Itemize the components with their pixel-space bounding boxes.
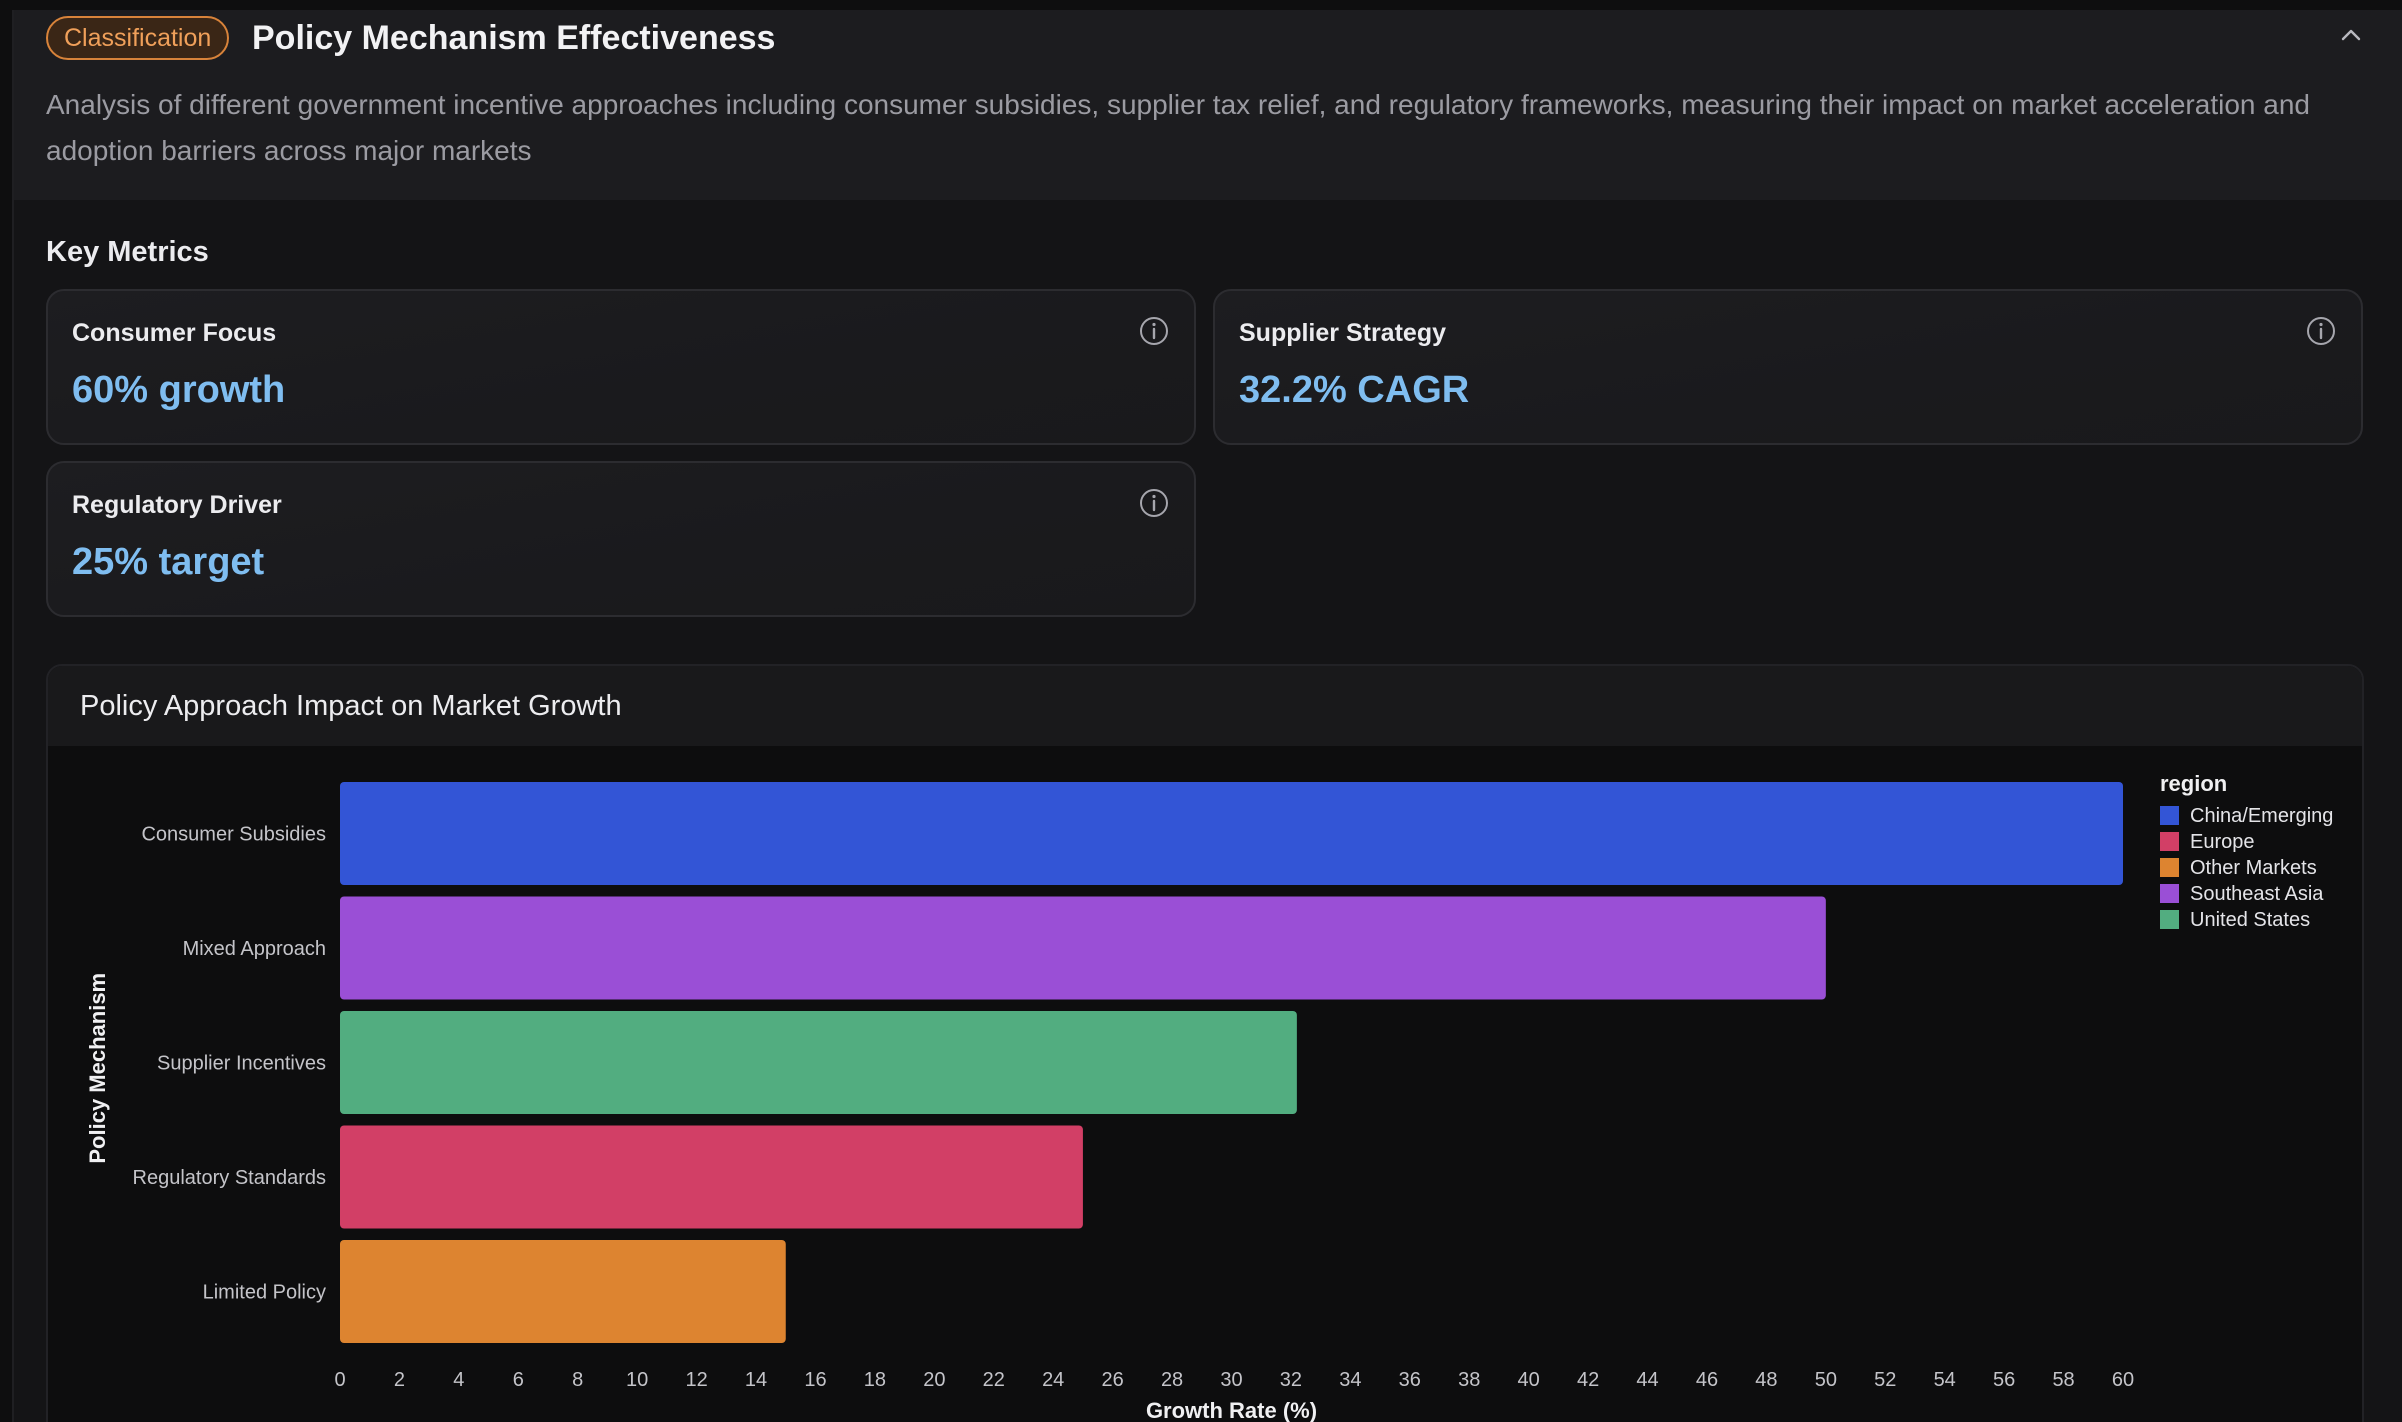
bar-limited-policy <box>340 1240 786 1343</box>
x-tick-label: 38 <box>1458 1369 1480 1391</box>
legend-swatch <box>2160 884 2179 903</box>
x-tick-label: 60 <box>2112 1369 2134 1391</box>
x-tick-label: 34 <box>1339 1369 1361 1391</box>
x-tick-label: 50 <box>1815 1369 1837 1391</box>
metric-card-regulatory-driver: Regulatory Driver 25% target <box>46 461 1196 617</box>
collapse-chevron-up-icon[interactable] <box>2338 22 2364 48</box>
info-icon[interactable] <box>2305 315 2337 347</box>
policy-mechanism-panel: Classification Policy Mechanism Effectiv… <box>12 10 2402 1422</box>
x-tick-label: 6 <box>513 1369 524 1391</box>
chart-title: Policy Approach Impact on Market Growth <box>80 690 622 722</box>
x-tick-label: 16 <box>804 1369 826 1391</box>
bar-supplier-incentives <box>340 1011 1297 1114</box>
x-tick-label: 18 <box>864 1369 886 1391</box>
x-tick-label: 32 <box>1280 1369 1302 1391</box>
info-icon[interactable] <box>1138 487 1170 519</box>
x-tick-label: 28 <box>1161 1369 1183 1391</box>
panel-header: Classification Policy Mechanism Effectiv… <box>14 10 2402 200</box>
x-tick-label: 12 <box>685 1369 707 1391</box>
x-tick-label: 26 <box>1102 1369 1124 1391</box>
y-tick-label: Supplier Incentives <box>157 1053 326 1075</box>
legend-title: region <box>2160 771 2227 796</box>
classification-badge: Classification <box>46 16 230 60</box>
info-icon[interactable] <box>1138 315 1170 347</box>
legend-item: United States <box>2190 909 2310 931</box>
legend-item: Southeast Asia <box>2190 883 2324 905</box>
x-tick-label: 20 <box>923 1369 945 1391</box>
legend-item: China/Emerging <box>2190 805 2333 827</box>
legend-swatch <box>2160 832 2179 851</box>
x-tick-label: 22 <box>983 1369 1005 1391</box>
x-tick-label: 40 <box>1518 1369 1540 1391</box>
panel-title: Policy Mechanism Effectiveness <box>252 19 776 57</box>
metric-card-consumer-focus: Consumer Focus 60% growth <box>46 289 1196 445</box>
x-tick-label: 2 <box>394 1369 405 1391</box>
x-tick-label: 8 <box>572 1369 583 1391</box>
x-tick-label: 54 <box>1934 1369 1956 1391</box>
x-tick-label: 24 <box>1042 1369 1064 1391</box>
y-tick-label: Consumer Subsidies <box>141 824 326 846</box>
y-tick-label: Regulatory Standards <box>133 1167 326 1189</box>
x-tick-label: 0 <box>334 1369 345 1391</box>
y-axis-label: Policy Mechanism <box>85 973 110 1164</box>
metric-label: Supplier Strategy <box>1239 319 1446 347</box>
x-tick-label: 42 <box>1577 1369 1599 1391</box>
x-tick-label: 10 <box>626 1369 648 1391</box>
x-tick-label: 52 <box>1874 1369 1896 1391</box>
metric-value: 32.2% CAGR <box>1239 369 1470 411</box>
x-tick-label: 58 <box>2052 1369 2074 1391</box>
bar-regulatory-standards <box>340 1125 1083 1229</box>
metric-value: 25% target <box>72 541 265 583</box>
x-tick-label: 14 <box>745 1369 767 1391</box>
chart-header: Policy Approach Impact on Market Growth <box>48 666 2362 746</box>
legend-swatch <box>2160 806 2179 825</box>
bar-mixed-approach <box>340 896 1826 1000</box>
legend-item: Other Markets <box>2190 857 2317 879</box>
metric-label: Regulatory Driver <box>72 491 282 519</box>
panel-description: Analysis of different government incenti… <box>46 89 2310 166</box>
legend-item: Europe <box>2190 831 2255 853</box>
metric-value: 60% growth <box>72 369 286 411</box>
chart-card: Policy Approach Impact on Market Growth … <box>46 664 2364 1422</box>
y-tick-label: Mixed Approach <box>183 938 326 960</box>
bar-chart: Consumer Subsidies Mixed Approach Supplier… <box>85 771 2333 1422</box>
legend-swatch <box>2160 858 2179 877</box>
x-tick-label: 30 <box>1220 1369 1242 1391</box>
key-metrics-title: Key Metrics <box>46 236 209 268</box>
x-axis-label: Growth Rate (%) <box>1146 1398 1317 1422</box>
metric-card-supplier-strategy: Supplier Strategy 32.2% CAGR <box>1213 289 2363 445</box>
x-tick-label: 4 <box>453 1369 464 1391</box>
x-tick-label: 56 <box>1993 1369 2015 1391</box>
legend-swatch <box>2160 910 2179 929</box>
x-tick-label: 44 <box>1636 1369 1658 1391</box>
x-tick-label: 48 <box>1755 1369 1777 1391</box>
x-tick-label: 36 <box>1399 1369 1421 1391</box>
y-tick-label: Limited Policy <box>203 1282 326 1304</box>
bar-consumer-subsidies <box>340 782 2123 885</box>
x-tick-label: 46 <box>1696 1369 1718 1391</box>
metric-label: Consumer Focus <box>72 319 277 347</box>
